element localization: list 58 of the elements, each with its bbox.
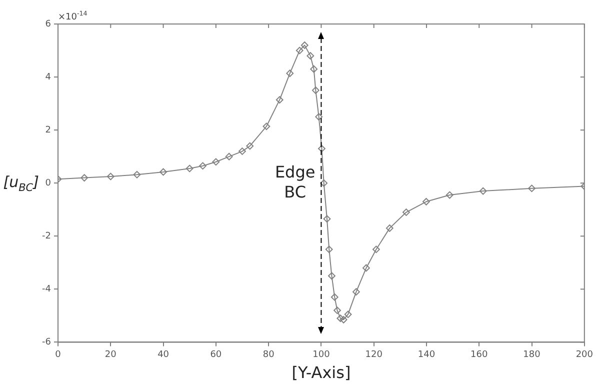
x-tick-label: 0 [55,350,62,360]
point [336,314,344,322]
point [362,264,370,272]
point [306,52,314,60]
point [320,179,328,187]
y-tick-label: 2 [45,125,51,136]
point [212,158,220,166]
point [325,246,333,254]
point [199,162,206,170]
point [186,164,194,172]
x-axis-title: [Y-Axis] [292,363,351,382]
x-tick-label: 120 [365,350,383,360]
point [330,293,338,301]
point [246,142,254,150]
y-tick-label: -2 [42,231,51,242]
point [276,96,284,104]
point [528,184,536,192]
y-tick-label: 4 [45,72,52,82]
x-tick-label: 20 [104,350,117,360]
y-tick-label: 6 [45,19,52,30]
ref-line-label: Edge BC [274,162,316,202]
point [286,70,294,78]
point [328,272,336,280]
x-tick-label: 80 [262,350,275,360]
y-tick-label: -4 [42,284,52,295]
point [479,187,487,195]
point [323,215,331,223]
point [446,191,454,199]
x-tick-label: 200 [576,350,594,360]
point [340,316,348,324]
x-tick-label: 60 [210,350,222,360]
x-tick-label: 100 [312,350,330,360]
point [372,246,380,254]
point [315,113,323,121]
point [300,42,308,49]
x-tick-label: 180 [523,350,541,360]
point [310,65,318,73]
point [386,224,394,232]
point [133,170,141,178]
point [318,144,326,152]
x-tick-label: 160 [470,350,488,360]
x-tick-label: 40 [158,350,170,360]
y-tick-label: -6 [42,338,52,348]
point [262,122,270,130]
point [225,152,233,160]
y-tick-label: 0 [45,178,52,188]
point [422,198,430,206]
point [160,168,167,176]
point [352,288,360,296]
point [80,174,88,182]
point [334,306,341,314]
x-tick-label: 140 [418,350,436,360]
point [402,208,410,216]
point [344,310,352,318]
point [296,46,304,54]
point [312,86,320,94]
point [106,172,114,180]
point [238,148,246,155]
